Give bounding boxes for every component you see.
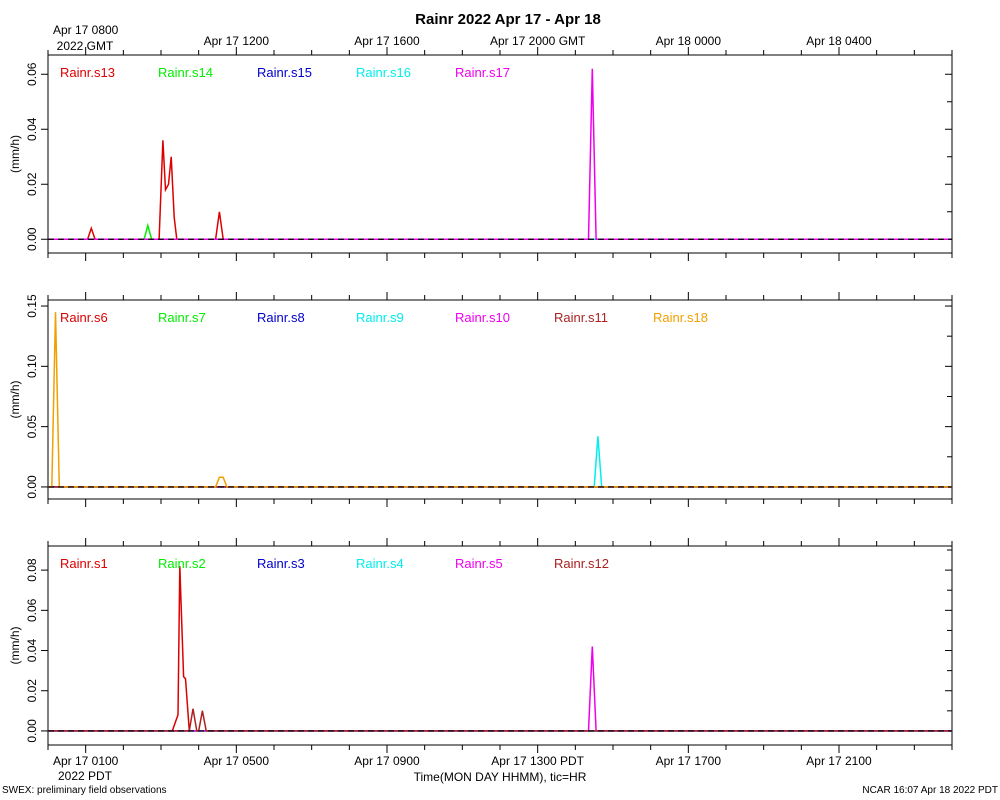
y-tick-label: 0.06 xyxy=(25,62,39,86)
series-line-Rainr.s1 xyxy=(48,566,952,732)
series-group xyxy=(48,566,952,732)
legend-entry: Rainr.s1 xyxy=(60,556,108,571)
top-x-tick-label: Apr 18 0400 xyxy=(806,34,872,48)
legend-entry: Rainr.s14 xyxy=(158,65,213,80)
legend-entry: Rainr.s11 xyxy=(554,310,608,325)
bottom-x-tick-label: Apr 17 1700 xyxy=(656,754,722,768)
y-tick-label: 0.02 xyxy=(25,172,39,196)
legend-entry: Rainr.s7 xyxy=(158,310,206,325)
y-tick-label: 0.08 xyxy=(25,558,39,582)
legend-entry: Rainr.s5 xyxy=(455,556,503,571)
legend-entry: Rainr.s15 xyxy=(257,65,312,80)
panel-3: 0.00 0.02 0.04 0.06 0.08 (mm/h) Rainr.s1 Rainr.… xyxy=(8,538,953,753)
legend-entry: Rainr.s6 xyxy=(60,310,108,325)
y-tick-label: 0.00 xyxy=(25,719,39,743)
y-axis-label: (mm/h) xyxy=(8,627,22,665)
bottom-x-tick-label: Apr 17 0900 xyxy=(354,754,420,768)
series-line-Rainr.s18 xyxy=(48,312,952,488)
legend-entry: Rainr.s3 xyxy=(257,556,305,571)
y-tick-label: 0.00 xyxy=(25,227,39,251)
series-line-Rainr.s14 xyxy=(48,222,952,241)
bottom-x-tick-label: Apr 17 1300 PDT xyxy=(491,754,584,768)
footer-right: NCAR 16:07 Apr 18 2022 PDT xyxy=(862,785,998,796)
y-tick-label: 0.02 xyxy=(25,679,39,703)
top-x-tick-label: Apr 17 0800 xyxy=(53,23,119,37)
series-group xyxy=(48,312,952,488)
y-tick-label: 0.04 xyxy=(25,639,39,663)
top-x-tick-label: Apr 18 0000 xyxy=(656,34,722,48)
series-line-Rainr.s17 xyxy=(48,68,952,241)
bottom-x-tick-label: Apr 17 0500 xyxy=(204,754,270,768)
legend-entry: Rainr.s8 xyxy=(257,310,305,325)
y-tick-label: 0.15 xyxy=(25,294,39,318)
panel-1: 0.00 0.02 0.04 0.06 (mm/h) Rainr.s13 Rainr.s14… xyxy=(8,47,953,261)
plot-frame xyxy=(47,299,953,500)
plot-frame xyxy=(47,545,953,746)
legend-entry: Rainr.s13 xyxy=(60,65,115,80)
series-line-Rainr.s9 xyxy=(48,436,952,488)
legend-entry: Rainr.s4 xyxy=(356,556,404,571)
top-x-tick-label: Apr 17 1600 xyxy=(354,34,420,48)
y-tick-label: 0.06 xyxy=(25,598,39,622)
legend-entry: Rainr.s9 xyxy=(356,310,404,325)
top-x-tick-label: Apr 17 1200 xyxy=(204,34,270,48)
y-tick-label: 0.10 xyxy=(25,354,39,378)
bottom-x-tick-label: Apr 17 2100 xyxy=(806,754,872,768)
y-tick-label: 0.04 xyxy=(25,117,39,141)
footer-left: SWEX: preliminary field observations xyxy=(2,785,167,796)
legend-entry: Rainr.s16 xyxy=(356,65,411,80)
series-line-Rainr.s13 xyxy=(48,140,952,241)
legend-entry: Rainr.s17 xyxy=(455,65,510,80)
y-axis-label: (mm/h) xyxy=(8,381,22,419)
series-line-Rainr.s12 xyxy=(48,708,952,732)
legend-entry: Rainr.s12 xyxy=(554,556,609,571)
bottom-x-tick-label: Apr 17 0100 xyxy=(53,754,119,768)
legend-entry: Rainr.s18 xyxy=(653,310,708,325)
bottom-axis-year-label: 2022 PDT xyxy=(58,769,113,783)
legend-entry: Rainr.s2 xyxy=(158,556,206,571)
chart-title: Rainr 2022 Apr 17 - Apr 18 xyxy=(415,11,601,28)
top-x-tick-label: Apr 17 2000 GMT xyxy=(490,34,586,48)
x-axis-label: Time(MON DAY HHMM), tic=HR xyxy=(414,770,587,784)
top-axis-year-label: 2022 GMT xyxy=(57,39,114,53)
y-tick-label: 0.00 xyxy=(25,475,39,499)
legend-entry: Rainr.s10 xyxy=(455,310,510,325)
series-group xyxy=(48,68,952,241)
y-axis-label: (mm/h) xyxy=(8,135,22,173)
plot-frame xyxy=(47,54,953,254)
y-tick-label: 0.05 xyxy=(25,415,39,439)
panel-2: 0.00 0.05 0.10 0.15 (mm/h) Rainr.s6 Rainr.s7 Ra… xyxy=(8,292,953,507)
